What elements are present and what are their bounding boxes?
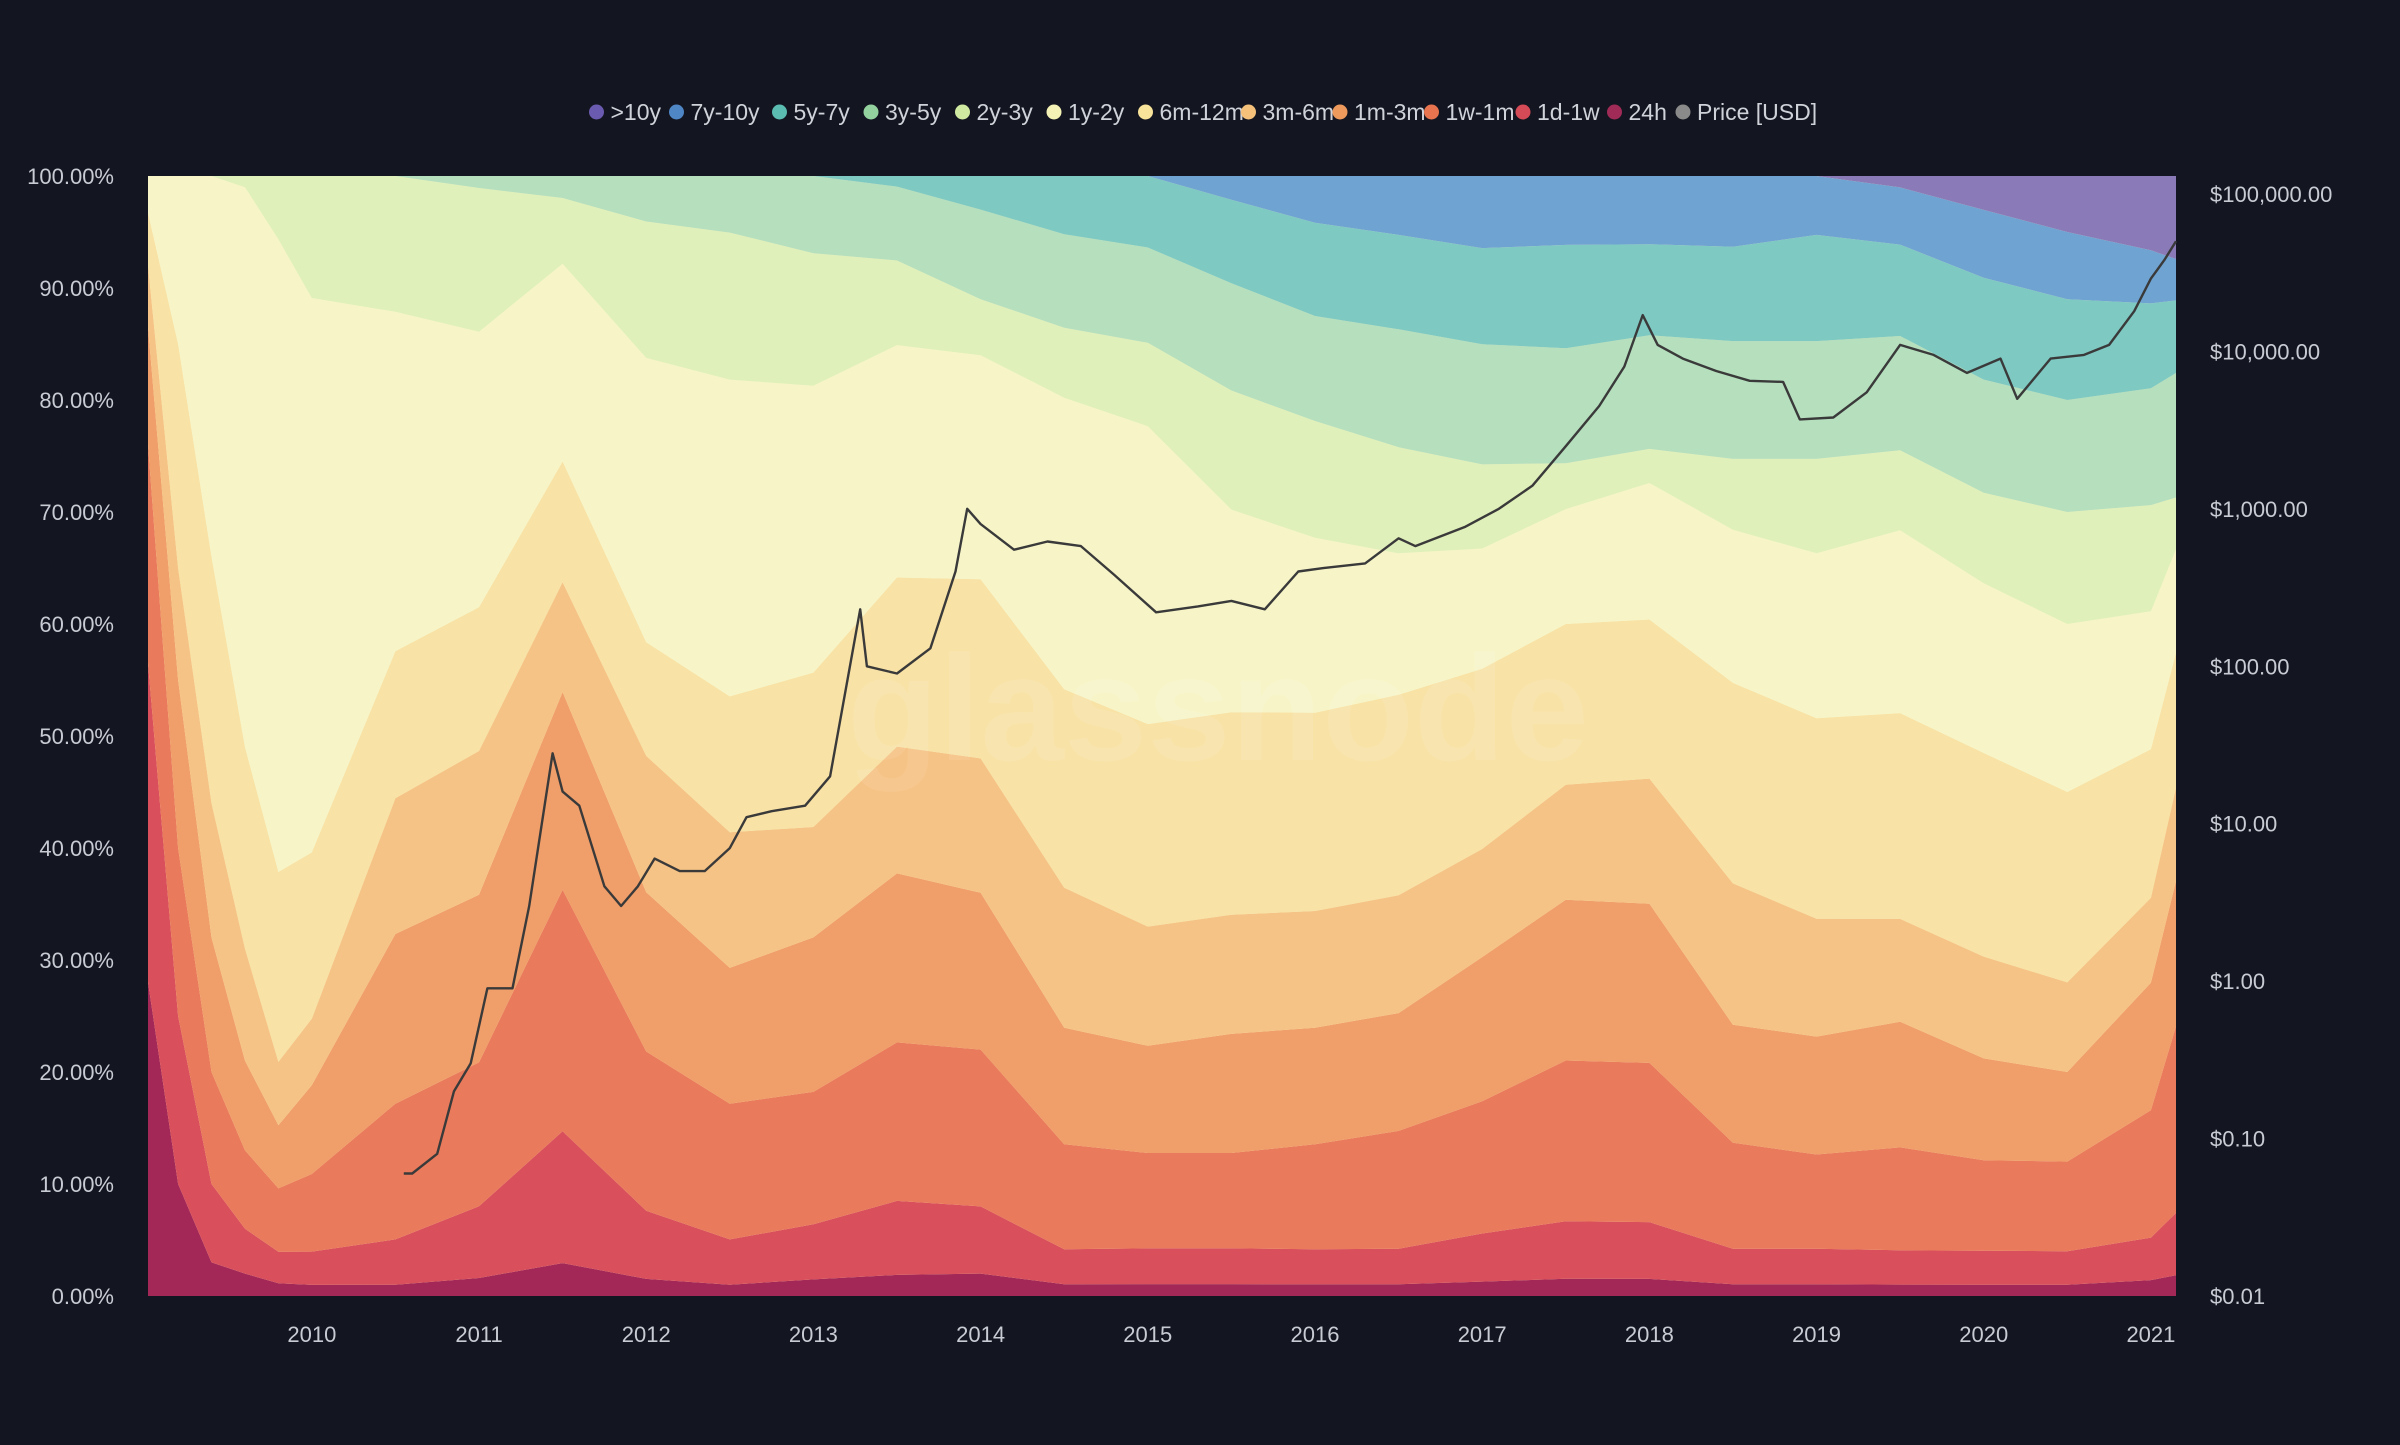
legend-swatch-1y-2y: [1046, 104, 1062, 120]
price-line-layer: [403, 240, 2178, 1175]
legend-item-7y-10y[interactable]: 7y-10y: [669, 99, 760, 125]
y-left-tick-label: 20.00%: [39, 1060, 114, 1085]
y-right-tick-label: $0.01: [2210, 1284, 2265, 1309]
legend-swatch-price-usd: [1675, 104, 1691, 120]
watermark: glassnode: [847, 624, 1589, 792]
area-3m-6m: [148, 265, 2176, 1126]
area-1w-1m: [148, 444, 2176, 1252]
stacked-area-group: [148, 176, 2176, 1296]
legend-item-1y-2y[interactable]: 1y-2y: [1046, 99, 1125, 125]
legend-item-1d-1w[interactable]: 1d-1w: [1515, 99, 1601, 125]
x-tick-label: 2010: [287, 1322, 336, 1347]
legend-swatch-7y-10y: [669, 104, 684, 120]
y-right-tick-label: $100.00: [2210, 654, 2290, 679]
y-right-tick-label: $10,000.00: [2210, 339, 2320, 364]
legend-swatch-3m-6m: [1241, 104, 1256, 120]
y-left-tick-label: 60.00%: [39, 612, 114, 637]
legend-label-price-usd: Price [USD]: [1697, 99, 1817, 125]
axes: 0.00% 10.00% 20.00% 30.00% 40.00% 50.00% 60.00…: [27, 164, 2332, 1347]
area-6m-12m: [148, 212, 2176, 1062]
y-right-tick-label: $0.10: [2210, 1127, 2265, 1152]
legend-label-6m-12m: 6m-12m: [1160, 99, 1244, 125]
x-tick-label: 2018: [1625, 1322, 1674, 1347]
legend-label-5y-7y: 5y-7y: [794, 99, 851, 125]
area-10y: [148, 176, 2176, 259]
legend-label-2y-3y: 2y-3y: [977, 99, 1034, 125]
area-7y-10y: [148, 176, 2176, 304]
y-left-tick-label: 0.00%: [52, 1284, 114, 1309]
legend-label-1y-2y: 1y-2y: [1068, 99, 1125, 125]
legend-label-3m-6m: 3m-6m: [1263, 99, 1335, 125]
legend-swatch-1d-1w: [1515, 104, 1531, 120]
y-left-tick-label: 80.00%: [39, 388, 114, 413]
legend-label-7y-10y: 7y-10y: [691, 99, 761, 125]
legend-swatch-1m-3m: [1332, 104, 1348, 120]
legend: >10y 7y-10y 5y-7y 3y-5y 2y-3y 1y-2y 6m-12m 3m-6…: [589, 99, 1817, 125]
x-tick-label: 2015: [1123, 1322, 1172, 1347]
x-tick-label: 2016: [1291, 1322, 1340, 1347]
x-tick-label: 2012: [622, 1322, 671, 1347]
area-1y-2y: [148, 176, 2176, 872]
y-right-tick-label: $100,000.00: [2210, 182, 2332, 207]
legend-swatch-24h: [1607, 104, 1622, 120]
legend-item-3m-6m[interactable]: 3m-6m: [1241, 99, 1334, 125]
legend-label-24h: 24h: [1629, 99, 1667, 125]
x-tick-label: 2021: [2126, 1322, 2175, 1347]
y-left-tick-label: 100.00%: [27, 164, 114, 189]
x-tick-label: 2020: [1959, 1322, 2008, 1347]
legend-swatch-3y-5y: [863, 104, 879, 120]
legend-item-price-usd[interactable]: Price [USD]: [1675, 99, 1818, 125]
legend-label-3y-5y: 3y-5y: [885, 99, 942, 125]
legend-swatch-2y-3y: [955, 104, 970, 120]
legend-swatch-1w-1m: [1424, 104, 1439, 120]
area-5y-7y: [148, 176, 2176, 400]
y-right-tick-label: $1,000.00: [2210, 497, 2308, 522]
y-left-tick-label: 90.00%: [39, 276, 114, 301]
legend-swatch-6m-12m: [1138, 104, 1153, 120]
price-line: [403, 240, 2178, 1175]
y-left-tick-label: 70.00%: [39, 500, 114, 525]
legend-item-3y-5y[interactable]: 3y-5y: [863, 99, 942, 125]
legend-swatch-5y-7y: [772, 104, 787, 120]
legend-item-1m-3m[interactable]: 1m-3m: [1332, 99, 1426, 125]
y-right-tick-label: $1.00: [2210, 969, 2265, 994]
legend-item-2y-3y[interactable]: 2y-3y: [955, 99, 1033, 125]
legend-item-5y-7y[interactable]: 5y-7y: [772, 99, 850, 125]
legend-item-10y[interactable]: >10y: [589, 99, 662, 125]
x-tick-label: 2019: [1792, 1322, 1841, 1347]
legend-item-6m-12m[interactable]: 6m-12m: [1138, 99, 1244, 125]
x-tick-label: 2011: [455, 1322, 502, 1347]
legend-label-1d-1w: 1d-1w: [1537, 99, 1600, 125]
area-3y-5y: [148, 176, 2176, 512]
stacked-areas: [148, 176, 2176, 1296]
legend-label-10y: >10y: [611, 99, 662, 125]
y-right-tick-label: $10.00: [2210, 812, 2277, 837]
y-left-tick-label: 50.00%: [39, 724, 114, 749]
x-tick-label: 2017: [1458, 1322, 1507, 1347]
x-tick-label: 2014: [956, 1322, 1005, 1347]
legend-label-1w-1m: 1w-1m: [1446, 99, 1515, 125]
legend-item-24h[interactable]: 24h: [1607, 99, 1667, 125]
area-1m-3m: [148, 326, 2176, 1189]
y-left-tick-label: 30.00%: [39, 948, 114, 973]
y-left-tick-label: 40.00%: [39, 836, 114, 861]
legend-swatch-10y: [589, 104, 604, 120]
y-left-tick-label: 10.00%: [39, 1172, 114, 1197]
area-2y-3y: [148, 176, 2176, 624]
legend-label-1m-3m: 1m-3m: [1354, 99, 1426, 125]
legend-item-1w-1m[interactable]: 1w-1m: [1424, 99, 1515, 125]
x-tick-label: 2013: [789, 1322, 838, 1347]
